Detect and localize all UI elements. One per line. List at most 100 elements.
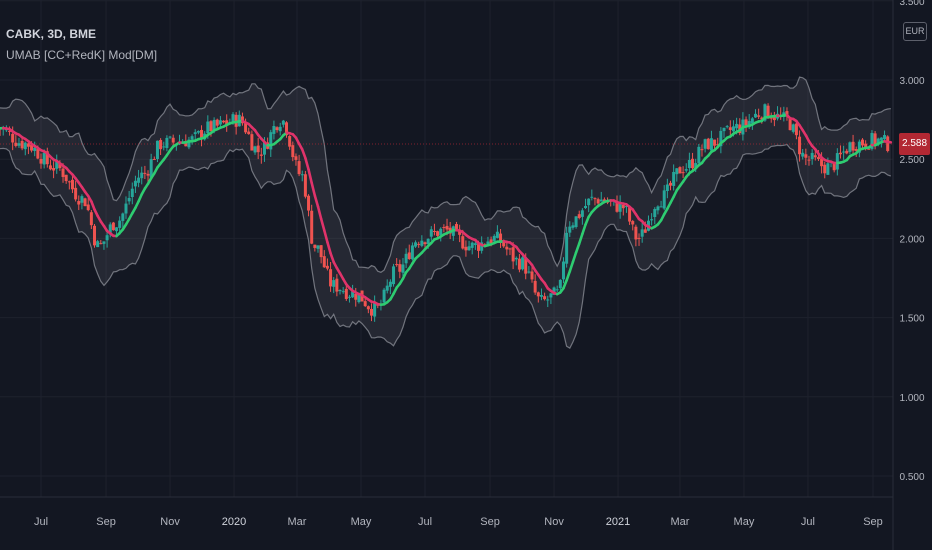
time-tick-label: May [734, 516, 755, 528]
candle-body [561, 261, 565, 280]
candle-body [127, 197, 131, 202]
candle-body [650, 219, 654, 221]
ma-segment [574, 242, 581, 254]
candle-body [624, 206, 628, 208]
candle-body [429, 229, 433, 237]
candle-body [879, 137, 883, 141]
candle-body [810, 152, 814, 160]
candle-body [851, 141, 855, 151]
candle-body [39, 158, 43, 164]
symbol-title[interactable]: CABK, 3D, BME [6, 27, 97, 41]
candle-body [275, 127, 279, 131]
candle-body [316, 245, 320, 249]
band-fill [0, 77, 891, 349]
candle-body [807, 159, 811, 161]
candle-body [11, 133, 15, 143]
candle-body [133, 180, 137, 187]
time-tick-label: Sep [863, 516, 883, 528]
candle-body [615, 200, 619, 212]
candle-body [495, 231, 499, 238]
candle-body [584, 205, 588, 209]
candle-body [96, 241, 100, 248]
candle-body [196, 131, 200, 133]
candle-body [864, 143, 868, 148]
candle-body [338, 290, 342, 292]
candle-body [760, 117, 764, 120]
candle-body [539, 295, 543, 297]
candle-body [398, 264, 402, 272]
candle-body [30, 144, 34, 151]
candle-body [477, 244, 481, 251]
candle-body [763, 104, 767, 121]
candle-body [486, 241, 490, 246]
candle-body [200, 129, 204, 139]
candle-body [366, 306, 370, 310]
candle-body [149, 159, 153, 178]
candle-body [105, 235, 109, 241]
candle-body [124, 203, 128, 214]
ma-segment [322, 229, 329, 244]
candle-body [373, 302, 377, 317]
candle-body [861, 139, 865, 146]
candle-body [285, 122, 289, 136]
candle-body [804, 154, 808, 158]
currency-button[interactable]: EUR [903, 22, 927, 41]
candle-body [67, 181, 71, 183]
candle-body [143, 172, 147, 174]
candle-body [766, 105, 770, 119]
candle-body [93, 225, 97, 246]
candle-body [681, 172, 685, 174]
price-tick-label: 2.000 [899, 234, 924, 245]
band-area [0, 76, 891, 349]
candle-body [278, 126, 282, 132]
candle-body [385, 285, 389, 291]
indicator-title[interactable]: UMAB [CC+RedK] Mod[DM] [6, 48, 158, 62]
candle-body [656, 206, 660, 211]
candle-body [820, 158, 824, 167]
time-tick-label: Jul [34, 516, 48, 528]
candle-body [788, 118, 792, 131]
candle-body [319, 245, 323, 258]
candle-body [436, 231, 440, 236]
candle-body [83, 198, 87, 207]
ma-segment [581, 223, 587, 236]
candle-body [130, 188, 134, 198]
candle-body [404, 253, 408, 264]
candle-body [791, 124, 795, 132]
candle-body [731, 126, 735, 132]
candle-body [55, 160, 59, 169]
candle-body [653, 209, 657, 218]
candle-body [347, 296, 351, 298]
candle-body [508, 248, 512, 250]
candle-body [530, 271, 534, 280]
candle-body [33, 147, 37, 152]
candle-body [432, 230, 436, 232]
time-tick-label: Nov [544, 516, 564, 528]
candle-body [772, 116, 776, 121]
candle-body [184, 141, 188, 147]
candle-body [259, 154, 263, 156]
candle-body [725, 126, 729, 128]
candle-body [832, 162, 836, 171]
candle-body [357, 292, 361, 303]
candle-body [823, 164, 827, 174]
candle-body [835, 153, 839, 170]
candle-body [262, 141, 266, 155]
candle-body [634, 226, 638, 240]
ma-segment [571, 251, 578, 264]
candle-body [99, 243, 103, 245]
candle-body [48, 165, 52, 170]
candle-body [17, 143, 21, 146]
candle-body [45, 151, 49, 165]
candle-body [599, 199, 603, 202]
candle-body [722, 127, 726, 132]
ma-segment [313, 194, 320, 208]
candle-body [250, 134, 254, 151]
candle-body [14, 142, 18, 146]
candle-body [870, 133, 874, 149]
candle-body [483, 244, 487, 246]
candle-body [414, 242, 418, 247]
candle-body [876, 138, 880, 144]
candle-body [392, 266, 396, 285]
